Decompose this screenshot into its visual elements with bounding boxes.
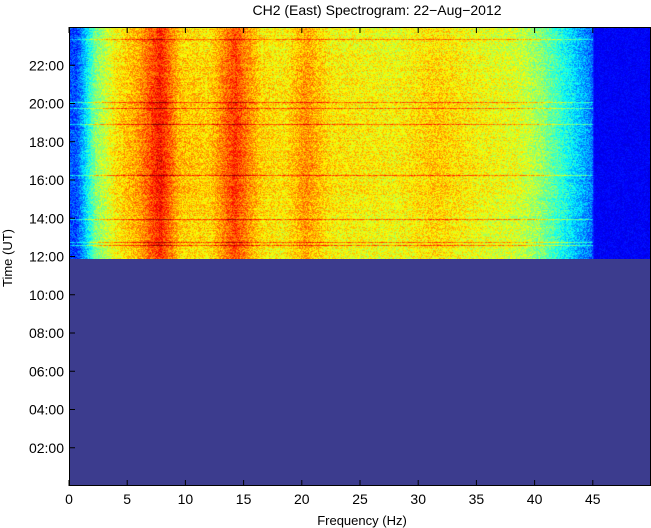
y-tick-label: 14:00 [29,210,64,226]
y-tick-label: 08:00 [29,325,64,341]
y-tick-label: 04:00 [29,402,64,418]
x-tick-label: 25 [352,491,368,507]
chart-title: CH2 (East) Spectrogram: 22−Aug−2012 [252,2,501,18]
x-tick-label: 10 [178,491,194,507]
y-axis-ticks: 02:00 04:00 06:00 08:00 10:00 12:00 14:00 16:00… [29,57,75,456]
y-tick-label: 16:00 [29,172,64,188]
x-tick-label: 30 [410,491,426,507]
x-tick-label: 35 [469,491,485,507]
y-axis-label: Time (UT) [0,229,15,287]
x-tick-label: 20 [294,491,310,507]
x-tick-label: 45 [585,491,601,507]
x-axis-ticks: 0 5 10 15 20 25 30 35 40 45 [65,27,601,507]
y-tick-label: 10:00 [29,287,64,303]
x-tick-label: 40 [527,491,543,507]
x-axis-label: Frequency (Hz) [317,513,407,528]
x-tick-label: 5 [123,491,131,507]
y-tick-label: 18:00 [29,134,64,150]
plot-area [69,27,651,486]
spectrogram-image [69,27,651,259]
x-tick-label: 0 [65,491,73,507]
y-tick-label: 06:00 [29,363,64,379]
y-tick-label: 22:00 [29,57,64,73]
y-tick-label: 12:00 [29,249,64,265]
x-tick-label: 15 [236,491,252,507]
y-tick-label: 20:00 [29,96,64,112]
y-tick-label: 02:00 [29,440,64,456]
